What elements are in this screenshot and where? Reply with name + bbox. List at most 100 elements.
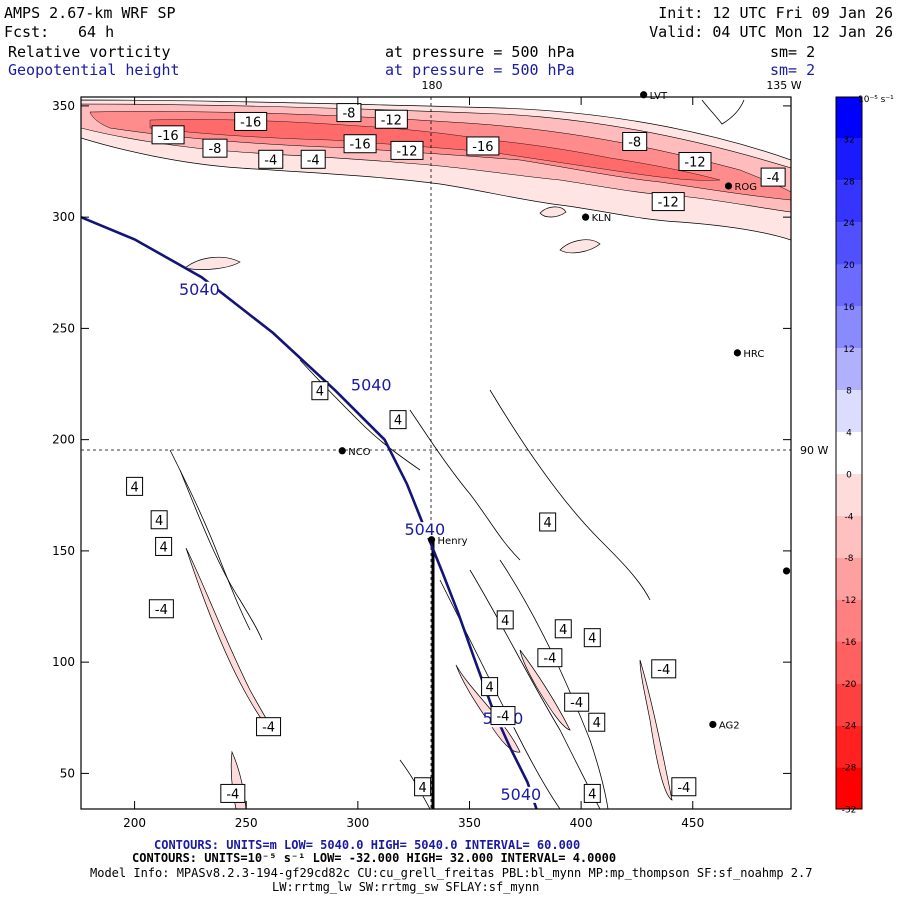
vorticity-label-box xyxy=(760,167,786,187)
vorticity-label-box xyxy=(374,109,408,129)
y-tick-label: 200 xyxy=(52,433,75,447)
vorticity-label-box xyxy=(343,134,377,154)
vorticity-label: 4 xyxy=(418,781,426,796)
vorticity-label: -8 xyxy=(628,136,641,151)
colorbar-unit: 10⁻⁵ s⁻¹ xyxy=(858,95,894,105)
vorticity-shading xyxy=(81,99,791,809)
colorbar-level-label: -16 xyxy=(842,638,857,648)
colorbar-swatch xyxy=(836,557,862,600)
colorbar-swatch xyxy=(836,306,862,349)
vorticity-contour xyxy=(169,449,251,631)
vorticity-label-box xyxy=(150,510,168,530)
station-label: KLN xyxy=(592,213,612,224)
vorticity-label-box xyxy=(651,659,677,679)
vorticity-label: -4 xyxy=(307,153,320,168)
lon-label-180: 180 xyxy=(422,79,443,92)
vorticity-contour xyxy=(179,469,263,641)
lon-label-135w: 135 W xyxy=(766,79,801,92)
vorticity-label: -4 xyxy=(767,171,780,186)
height-label: 5040 xyxy=(179,280,220,299)
colorbar-level-label: 12 xyxy=(843,345,854,355)
vorticity-label-box xyxy=(151,125,185,145)
station-marker xyxy=(782,567,791,575)
vorticity-label-box xyxy=(389,410,407,430)
vorticity-label-box xyxy=(588,712,606,732)
stations: LVT ROG KLN HRC NCO Henry AG2 xyxy=(338,91,791,731)
vorticity-label-box xyxy=(622,132,648,151)
colorbar-swatch xyxy=(836,264,862,307)
colorbar-level-label: -32 xyxy=(842,806,857,816)
station-label: HRC xyxy=(743,349,764,360)
vorticity-label: 4 xyxy=(130,480,138,495)
station-label: NCO xyxy=(348,447,370,458)
vorticity-label-box xyxy=(148,599,174,619)
vorticity-label: -16 xyxy=(349,138,370,153)
vorticity-label-box xyxy=(583,628,601,648)
x-tick-label: 350 xyxy=(458,816,481,830)
vorticity-pocket xyxy=(184,256,241,270)
vorticity-label: -12 xyxy=(658,196,679,211)
station-marker xyxy=(724,182,733,190)
vorticity-label-box xyxy=(651,192,685,212)
vorticity-contour xyxy=(299,359,421,471)
colorbar-level-label: -4 xyxy=(845,512,854,522)
vorticity-label-box xyxy=(256,717,282,737)
forecast-hours: 64 h xyxy=(78,23,114,41)
vorticity-label: -8 xyxy=(208,142,221,157)
station-marker xyxy=(733,349,742,357)
colorbar-swatch xyxy=(836,599,862,642)
y-tick-label: 350 xyxy=(52,99,75,113)
vorticity-label: -16 xyxy=(240,115,261,130)
forecast-label: Fcst: xyxy=(4,23,49,41)
vorticity-label-box xyxy=(155,536,173,556)
height-label: 5040 xyxy=(500,785,541,804)
vorticity-label: -12 xyxy=(684,156,705,171)
colorbar-level-label: -8 xyxy=(845,554,854,564)
vorticity-labels: -8 -16 -12 -16 -8 -16 -12 -16 -8 -4 -4 -12 -4 -12 4 4 4 4… xyxy=(126,103,786,803)
vorticity-label: -4 xyxy=(155,603,168,618)
colorbar-level-label: -20 xyxy=(842,680,857,690)
height-label: 5040 xyxy=(351,375,392,394)
vorticity-label: -8 xyxy=(342,107,355,122)
x-tick-label: 300 xyxy=(346,816,369,830)
vorticity-label: -12 xyxy=(381,113,402,128)
colorbar-level-label: 24 xyxy=(843,219,855,229)
colorbar-frame xyxy=(835,96,863,810)
vorticity-label: -4 xyxy=(657,663,670,678)
valid-time: Valid: 04 UTC Mon 12 Jan 26 xyxy=(649,23,893,41)
vorticity-label-box xyxy=(539,512,557,532)
colorbar-level-label: -28 xyxy=(842,764,857,774)
plot-area: 50405040504050405040 -8-16-12-16-8-16-12… xyxy=(52,91,792,830)
vorticity-label: 4 xyxy=(155,514,163,529)
colorbar-swatch xyxy=(836,515,862,558)
vorticity-streak xyxy=(639,659,673,801)
vorticity-label: -4 xyxy=(264,153,277,168)
vorticity-label-box xyxy=(496,610,514,630)
vorticity-label: 4 xyxy=(501,614,509,629)
vorticity-pocket xyxy=(539,206,567,218)
colorbar-level-label: -12 xyxy=(842,596,857,606)
vorticity-label: 4 xyxy=(485,681,493,696)
vorticity-label-box xyxy=(336,103,362,123)
init-time: Init: 12 UTC Fri 09 Jan 26 xyxy=(658,4,893,22)
height-label-bg xyxy=(181,281,218,298)
footer-model-info-2: LW:rrtmg_lw SW:rrtmg_sw SFLAY:sf_mynn xyxy=(272,880,539,894)
vorticity-label-box xyxy=(414,777,432,797)
vorticity-label-box xyxy=(390,140,424,160)
vorticity-label: 4 xyxy=(543,516,551,531)
colorbar-level-label: 4 xyxy=(846,429,852,439)
vorticity-label: -4 xyxy=(570,696,583,711)
colorbar-swatch xyxy=(836,97,862,139)
lat-label-90w: 90 W xyxy=(800,444,828,457)
station-label: AG2 xyxy=(719,720,740,731)
station-marker xyxy=(581,213,590,221)
colorbar-swatch xyxy=(836,473,862,516)
vorticity-label: -4 xyxy=(496,710,509,725)
height-label-bg xyxy=(502,786,539,803)
vorticity-label-box xyxy=(671,777,697,797)
footer-height-contours: CONTOURS: UNITS=m LOW= 5040.0 HIGH= 5040… xyxy=(154,838,580,852)
vorticity-label: 4 xyxy=(394,414,402,429)
colorbar-swatch xyxy=(836,180,862,223)
field1-name: Relative vorticity xyxy=(8,43,171,61)
field2-level: at pressure = 500 hPa xyxy=(385,61,575,79)
